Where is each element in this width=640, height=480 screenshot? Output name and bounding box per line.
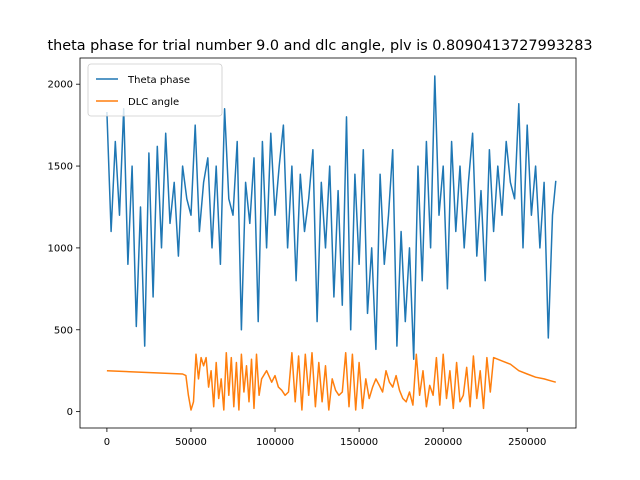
x-tick-label: 250000 <box>508 437 546 448</box>
y-axis-ticks: 0 500 1000 1500 2000 <box>48 80 80 418</box>
y-tick-label: 1000 <box>48 243 73 254</box>
chart-title: theta phase for trial number 9.0 and dlc… <box>47 38 592 54</box>
plot-area: 0 50000 100000 150000 200000 250000 0 500 1000 1… <box>48 57 577 448</box>
series-line-1 <box>106 351 556 411</box>
x-tick-label: 150000 <box>340 437 378 448</box>
legend-box <box>87 63 223 117</box>
legend-label-1: DLC angle <box>128 97 179 108</box>
x-tick-label: 200000 <box>424 437 462 448</box>
x-axis-ticks: 0 50000 100000 150000 200000 250000 <box>104 428 546 448</box>
y-tick-label: 0 <box>67 407 73 418</box>
y-tick-label: 500 <box>54 325 73 336</box>
y-tick-label: 1500 <box>48 162 73 173</box>
legend-label-0: Theta phase <box>127 75 190 86</box>
axes-frame <box>79 57 577 429</box>
series-line-0 <box>106 75 557 360</box>
x-tick-label: 50000 <box>175 437 207 448</box>
legend: Theta phase DLC angle <box>87 63 223 117</box>
y-tick-label: 2000 <box>48 80 73 91</box>
x-tick-label: 100000 <box>256 437 294 448</box>
series-layer <box>106 75 557 411</box>
x-tick-label: 0 <box>104 437 110 448</box>
